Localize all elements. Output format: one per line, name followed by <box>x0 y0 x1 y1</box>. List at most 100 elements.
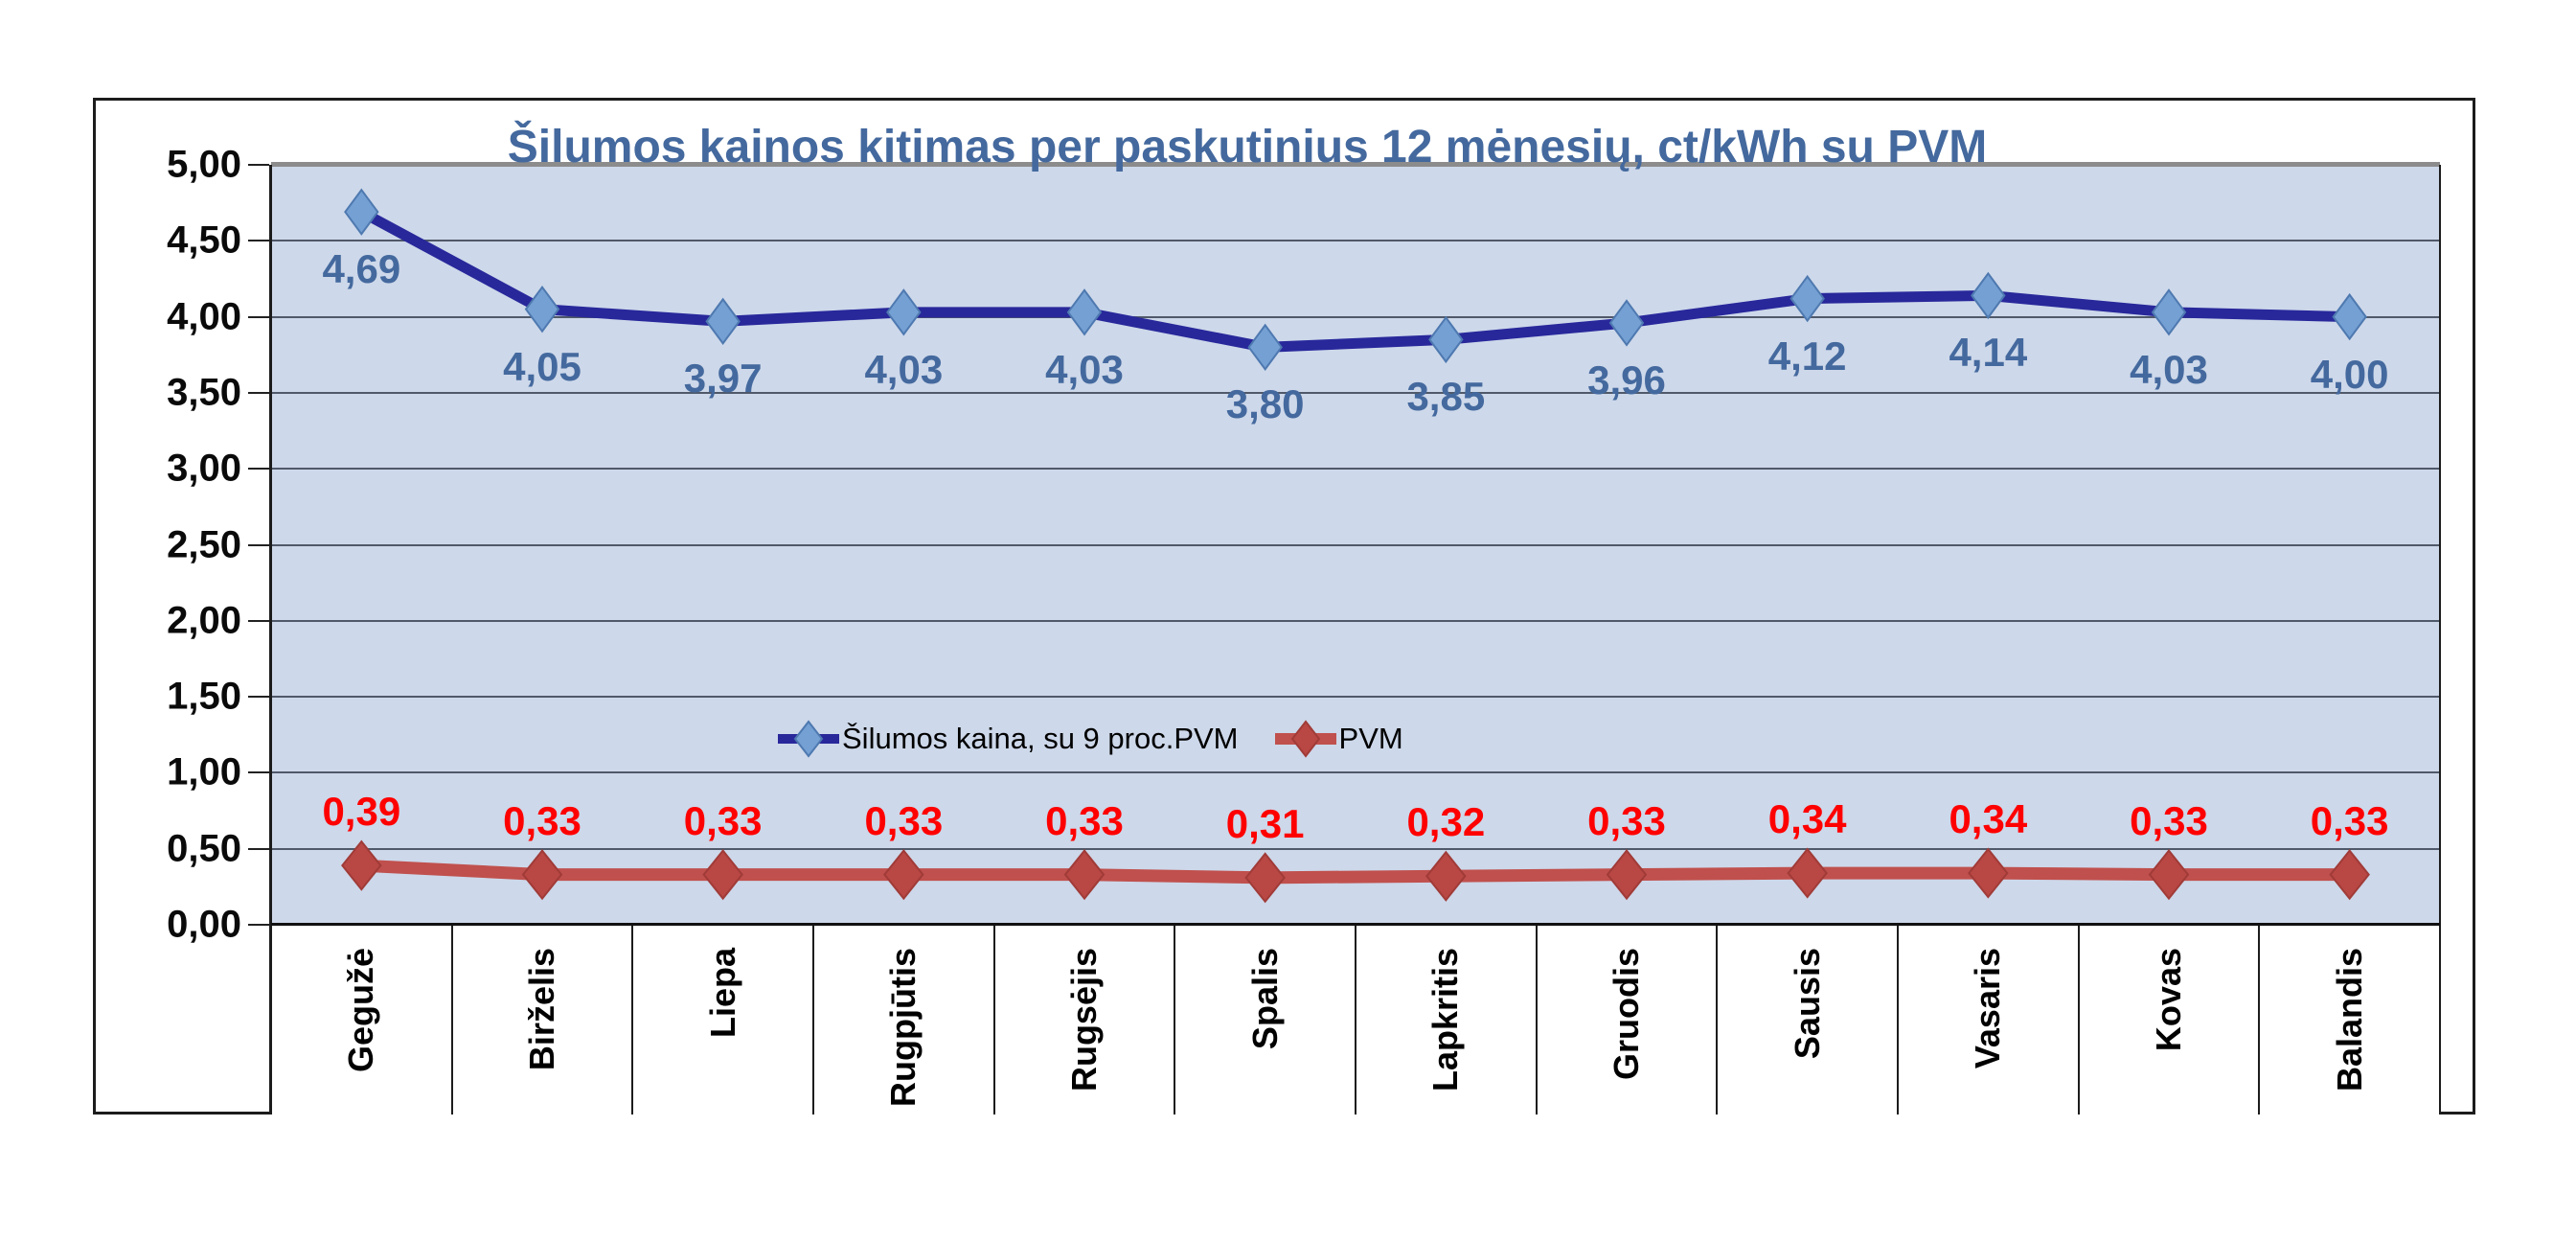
x-axis-label: Rugpjūtis <box>883 948 923 1107</box>
diamond-marker <box>705 297 741 346</box>
diamond-marker <box>521 849 563 901</box>
gridline <box>271 391 2440 394</box>
data-label: 0,33 <box>2310 797 2389 843</box>
y-axis-tick <box>248 391 269 394</box>
data-label: 0,33 <box>503 797 581 843</box>
x-axis-line <box>271 923 2440 926</box>
data-label: 0,33 <box>1045 797 1124 843</box>
y-axis-label: 5,00 <box>167 143 241 186</box>
category-axis-band: Gegužė Birželis Liepa Rugpjūtis Rugsėjis Spal… <box>271 925 2440 1115</box>
y-axis-tick <box>248 315 269 318</box>
legend-entry: Šilumos kaina, su 9 proc.PVM <box>778 717 1239 761</box>
y-axis-tick <box>248 619 269 622</box>
data-label: 4,12 <box>1767 333 1847 379</box>
data-label: 4,14 <box>1949 330 2028 376</box>
y-axis-label: 4,50 <box>167 218 241 262</box>
x-axis-label: Lapkritis <box>1425 948 1466 1092</box>
x-axis-label: Gruodis <box>1607 948 1646 1081</box>
data-label: 3,97 <box>683 356 763 402</box>
legend-entry: PVM <box>1274 717 1403 761</box>
chart-title: Šilumos kainos kitimas per paskutinius 1… <box>507 122 1988 172</box>
y-axis-line <box>269 165 272 1115</box>
data-label: 0,33 <box>2130 797 2208 843</box>
diamond-marker <box>1790 274 1825 323</box>
data-label: 0,33 <box>864 797 944 843</box>
y-axis-label: 4,00 <box>167 295 241 338</box>
category-separator <box>450 925 453 1115</box>
diamond-marker <box>524 285 560 333</box>
y-axis-label: 0,50 <box>167 827 241 870</box>
series-line-pvm <box>361 859 2350 885</box>
y-axis-label: 3,50 <box>167 371 241 414</box>
x-axis-label: Sausis <box>1787 948 1827 1060</box>
legend-swatch <box>778 717 839 761</box>
x-axis-label: Spalis <box>1244 948 1285 1050</box>
diamond-marker <box>1971 271 2006 320</box>
gridline <box>271 847 2440 850</box>
gridline <box>271 315 2440 318</box>
data-label: 0,39 <box>322 789 401 835</box>
y-axis-tick <box>248 164 269 166</box>
diamond-marker <box>1063 849 1106 901</box>
x-axis-label: Vasaris <box>1968 948 2008 1069</box>
diamond-marker <box>1606 849 1648 901</box>
x-axis-label: Kovas <box>2149 948 2188 1052</box>
y-axis-tick <box>248 240 269 242</box>
data-label: 0,34 <box>1767 796 1847 842</box>
data-label: 3,80 <box>1225 381 1305 427</box>
legend: Šilumos kaina, su 9 proc.PVM PVM <box>778 717 1403 761</box>
diamond-marker <box>1247 323 1283 372</box>
category-separator <box>1174 925 1176 1115</box>
diamond-marker <box>1244 852 1286 904</box>
legend-label: Šilumos kaina, su 9 proc.PVM <box>842 722 1239 755</box>
data-label: 4,69 <box>322 246 401 292</box>
y-axis-label: 2,00 <box>167 599 241 642</box>
gridline <box>271 240 2440 242</box>
diamond-marker <box>2329 849 2370 901</box>
y-axis-label: 2,50 <box>167 523 241 565</box>
x-axis-label: Birželis <box>522 948 561 1071</box>
x-axis-label: Rugsėjis <box>1064 948 1104 1092</box>
data-label: 3,85 <box>1406 374 1486 420</box>
legend-label: PVM <box>1338 722 1403 755</box>
data-label: 0,33 <box>1587 797 1666 843</box>
x-axis-label: Balandis <box>2329 948 2369 1092</box>
y-axis-tick <box>248 924 269 926</box>
category-separator <box>2258 925 2261 1115</box>
data-label: 4,05 <box>503 343 581 389</box>
plot-right-border <box>2439 165 2441 1115</box>
diamond-marker <box>1425 850 1467 902</box>
diamond-marker <box>883 849 924 901</box>
diamond-marker <box>2148 849 2190 901</box>
data-label: 4,03 <box>1045 346 1124 392</box>
data-label: 0,34 <box>1949 796 2028 842</box>
legend-diamond-marker <box>793 720 824 758</box>
y-axis-tick <box>248 771 269 774</box>
gridline <box>271 696 2440 699</box>
diamond-marker <box>1787 847 1828 899</box>
gridline <box>271 619 2440 622</box>
diamond-marker <box>2332 292 2367 341</box>
category-separator <box>631 925 634 1115</box>
series-layer <box>341 188 2370 904</box>
diamond-marker <box>344 188 379 236</box>
diamond-marker <box>702 849 743 901</box>
y-axis-label: 1,50 <box>167 675 241 718</box>
data-label: 0,31 <box>1225 800 1305 846</box>
diamond-marker <box>1608 299 1645 347</box>
x-axis-label: Gegužė <box>341 948 381 1073</box>
diamond-marker <box>341 839 382 891</box>
category-separator <box>2077 925 2080 1115</box>
x-axis-label: Liepa <box>702 948 742 1039</box>
data-label: 4,03 <box>864 346 944 392</box>
data-label: 4,00 <box>2310 351 2389 397</box>
legend-diamond-marker <box>1290 720 1320 758</box>
y-axis-tick <box>248 543 269 546</box>
diamond-marker <box>2151 288 2187 336</box>
legend-swatch <box>1274 717 1336 761</box>
category-separator <box>992 925 995 1115</box>
y-axis-tick <box>248 847 269 850</box>
data-label: 3,96 <box>1587 356 1666 402</box>
gridline <box>271 771 2440 774</box>
